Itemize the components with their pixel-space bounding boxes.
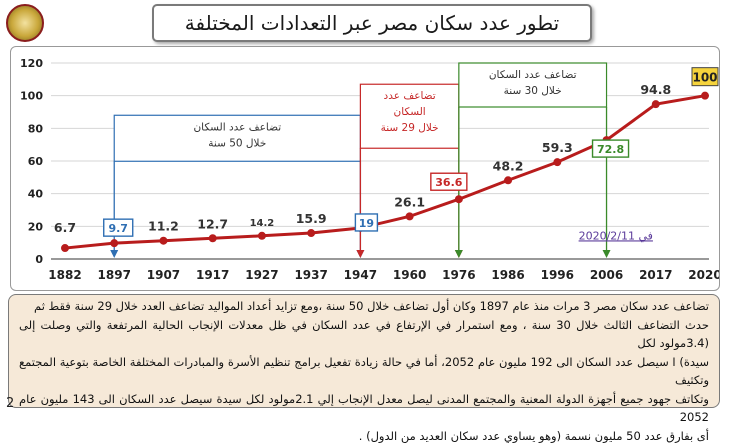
x-tick-label: 1897 xyxy=(98,268,131,282)
description-line: أى بفارق عدد 50 مليون نسمة (وهو يساوي عد… xyxy=(19,427,709,445)
x-tick-label: 2017 xyxy=(639,268,672,282)
x-tick-label: 1960 xyxy=(393,268,426,282)
data-point xyxy=(110,239,118,247)
y-tick-label: 120 xyxy=(20,57,43,70)
y-tick-label: 60 xyxy=(28,155,44,168)
emblem-logo xyxy=(6,4,44,42)
x-tick-label: 1996 xyxy=(541,268,574,282)
title-box: تطور عدد سكان مصر عبر التعدادات المختلفة xyxy=(152,4,592,42)
x-tick-label: 2020 xyxy=(688,268,719,282)
x-tick-label: 1976 xyxy=(442,268,475,282)
data-point xyxy=(209,234,217,242)
x-tick-label: 1947 xyxy=(344,268,377,282)
annotation-text: خلال 29 سنة xyxy=(381,122,439,134)
x-tick-label: 1937 xyxy=(294,268,327,282)
x-tick-label: 1917 xyxy=(196,268,229,282)
data-label: 9.7 xyxy=(108,222,128,235)
date-note: في 2020/2/11 xyxy=(579,229,653,242)
page-title: تطور عدد سكان مصر عبر التعدادات المختلفة xyxy=(185,11,559,35)
description-line: وتكاتف جهود جميع أجهزة الدولة المعنية وا… xyxy=(19,390,709,427)
x-tick-label: 1927 xyxy=(245,268,278,282)
data-label: 94.8 xyxy=(640,82,671,97)
description-box: تضاعف عدد سكان مصر 3 مرات منذ عام 1897 و… xyxy=(8,294,720,408)
data-point xyxy=(258,232,266,240)
annotation-arrow-head xyxy=(455,250,463,258)
annotation-arrow-head xyxy=(356,250,364,258)
data-point xyxy=(701,92,709,100)
x-tick-label: 1882 xyxy=(48,268,81,282)
page-number: 2 xyxy=(6,396,14,411)
annotation-arrow-head xyxy=(603,250,611,258)
y-tick-label: 40 xyxy=(28,188,44,201)
chart-frame: 0 20 40 60 80 100 120 تضاعف عدد السكان خلال 50 س… xyxy=(10,46,720,291)
data-point xyxy=(504,176,512,184)
y-tick-label: 80 xyxy=(28,122,44,135)
annotation-text: السكان xyxy=(394,106,426,118)
data-point xyxy=(652,100,660,108)
data-label: 72.8 xyxy=(597,143,624,156)
data-label: 48.2 xyxy=(493,158,524,173)
annotation-text: خلال 50 سنة xyxy=(208,137,266,149)
y-tick-label: 100 xyxy=(20,90,43,103)
annotation-text: تضاعف عدد xyxy=(384,90,436,102)
data-label: 36.6 xyxy=(435,176,462,189)
population-line-chart: 0 20 40 60 80 100 120 تضاعف عدد السكان خلال 50 س… xyxy=(11,47,719,290)
x-tick-label: 2006 xyxy=(590,268,623,282)
data-point xyxy=(553,158,561,166)
description-line: سيدة) ا سيصل عدد السكان الى 192 مليون عا… xyxy=(19,353,709,390)
x-tick-label: 1986 xyxy=(491,268,524,282)
annotation-text: تضاعف عدد السكان xyxy=(193,121,281,133)
data-label: 19 xyxy=(359,217,374,230)
y-tick-label: 20 xyxy=(28,220,44,233)
description-line: حدث التضاعف الثالث خلال 30 سنة ، ومع است… xyxy=(19,316,709,353)
annotation-text: تضاعف عدد السكان xyxy=(489,69,577,81)
y-tick-label: 0 xyxy=(35,253,43,266)
data-label: 11.2 xyxy=(148,219,179,234)
data-label: 6.7 xyxy=(54,220,76,235)
annotation-arrow-head xyxy=(110,250,118,258)
data-point xyxy=(159,237,167,245)
data-label: 59.3 xyxy=(542,140,573,155)
data-point xyxy=(61,244,69,252)
data-label: 14.2 xyxy=(250,218,275,229)
description-line: تضاعف عدد سكان مصر 3 مرات منذ عام 1897 و… xyxy=(19,297,709,316)
annotation-text: خلال 30 سنة xyxy=(504,85,562,97)
x-tick-label: 1907 xyxy=(147,268,180,282)
data-label: 12.7 xyxy=(197,216,228,231)
data-point xyxy=(455,195,463,203)
data-label: 26.1 xyxy=(394,194,425,209)
data-label: 100 xyxy=(692,71,717,85)
data-point xyxy=(307,229,315,237)
data-point xyxy=(406,212,414,220)
data-label: 15.9 xyxy=(296,211,327,226)
